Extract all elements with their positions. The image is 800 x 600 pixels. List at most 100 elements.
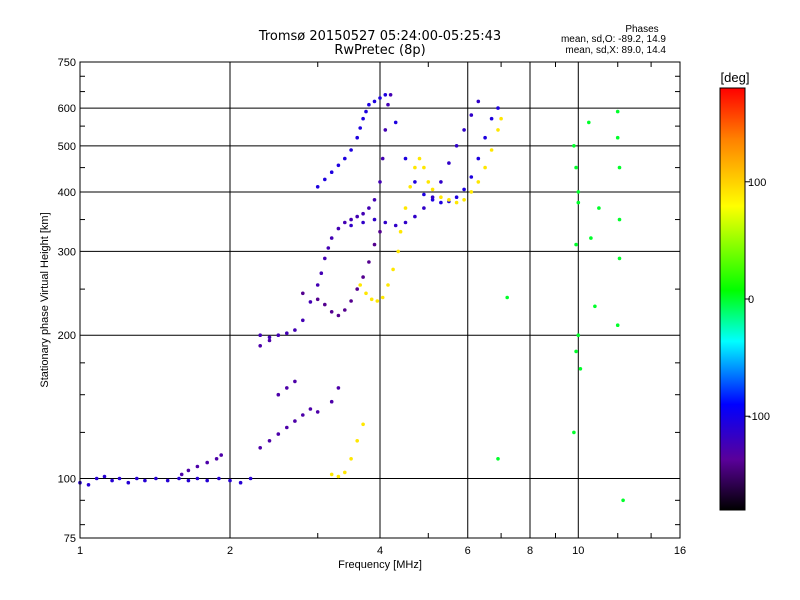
data-point: [336, 313, 341, 318]
data-point: [380, 156, 385, 161]
data-point: [102, 474, 107, 479]
data-point: [489, 148, 494, 152]
data-point: [454, 195, 459, 199]
data-point: [308, 300, 313, 304]
data-point: [430, 198, 435, 202]
x-tick-label: 16: [674, 545, 686, 557]
y-tick-label: 300: [58, 246, 76, 258]
data-point: [574, 242, 578, 247]
data-point: [361, 211, 365, 216]
phase-stats-heading: Phases: [625, 24, 658, 35]
data-point: [285, 425, 289, 430]
data-point: [489, 116, 494, 121]
data-point: [367, 260, 371, 264]
data-point: [413, 214, 417, 219]
data-point: [326, 246, 331, 250]
data-point: [293, 419, 297, 423]
data-point: [496, 457, 500, 461]
data-point: [205, 460, 209, 465]
y-tick-label: 600: [58, 103, 76, 115]
data-point: [462, 198, 466, 202]
data-point: [378, 96, 382, 100]
data-point: [355, 214, 360, 219]
data-point: [343, 470, 347, 475]
data-point: [364, 291, 368, 296]
data-point: [336, 474, 341, 479]
data-point: [258, 446, 263, 450]
data-point: [391, 267, 395, 272]
data-point: [86, 483, 91, 487]
data-point: [615, 109, 620, 114]
data-point: [315, 410, 320, 414]
data-point: [358, 126, 363, 130]
data-point: [483, 135, 487, 140]
data-point: [248, 476, 253, 481]
x-tick-label: 2: [227, 545, 233, 557]
data-point: [469, 113, 474, 117]
data-point: [372, 99, 377, 104]
data-point: [355, 287, 360, 291]
data-point: [276, 392, 281, 397]
phase-stats-o: mean, sd,O: -89.2, 14.9: [561, 34, 666, 45]
data-point: [426, 180, 431, 184]
data-point: [572, 430, 576, 435]
data-point: [408, 185, 413, 189]
data-point: [576, 333, 581, 338]
y-tick-label: 400: [58, 187, 76, 199]
data-point: [165, 478, 170, 483]
data-point: [417, 156, 422, 161]
data-point: [372, 242, 377, 247]
data-point: [621, 498, 625, 503]
x-tick-label: 1: [77, 545, 83, 557]
data-point: [336, 226, 341, 231]
data-point: [293, 328, 297, 332]
data-point: [469, 175, 474, 179]
data-point: [301, 291, 305, 296]
data-point: [267, 335, 272, 340]
data-point: [378, 229, 382, 234]
x-tick-label: 10: [572, 545, 584, 557]
data-point: [323, 302, 327, 307]
data-point: [319, 271, 324, 276]
colorbar-tick-label: -100: [748, 411, 770, 423]
data-point: [349, 223, 353, 228]
plot-frame: [79, 61, 681, 539]
data-point: [343, 308, 347, 312]
data-point: [361, 422, 365, 427]
data-point: [476, 156, 481, 161]
data-point: [329, 399, 334, 404]
data-point: [388, 93, 393, 97]
data-point: [386, 283, 390, 287]
x-axis-ticks: 1 2 4 6 8 10 16: [77, 62, 686, 557]
y-axis-label: Stationary phase Virtual Height [km]: [39, 212, 51, 387]
data-point: [589, 236, 593, 240]
data-point: [143, 478, 147, 483]
data-point: [422, 165, 426, 170]
data-point: [126, 480, 131, 485]
data-point: [214, 457, 219, 461]
data-point: [615, 135, 620, 140]
data-point: [578, 367, 583, 371]
data-point: [476, 180, 481, 184]
data-point: [308, 407, 313, 411]
data-point: [228, 478, 232, 483]
data-point: [496, 128, 500, 132]
data-points: [78, 93, 625, 503]
data-point: [617, 256, 622, 261]
x-tick-label: 4: [377, 545, 383, 557]
data-point: [258, 333, 263, 338]
chart-title: Tromsø 20150527 05:24:00-05:25:43: [258, 29, 501, 44]
data-point: [301, 318, 305, 323]
data-point: [349, 299, 353, 303]
data-point: [94, 476, 99, 481]
x-axis-label: Frequency [MHz]: [338, 559, 422, 571]
data-point: [195, 476, 200, 481]
data-point: [301, 413, 305, 417]
data-point: [439, 195, 443, 199]
data-point: [315, 297, 320, 302]
data-point: [219, 453, 223, 457]
colorbar: [719, 87, 746, 511]
data-point: [195, 464, 200, 469]
data-point: [110, 478, 114, 483]
